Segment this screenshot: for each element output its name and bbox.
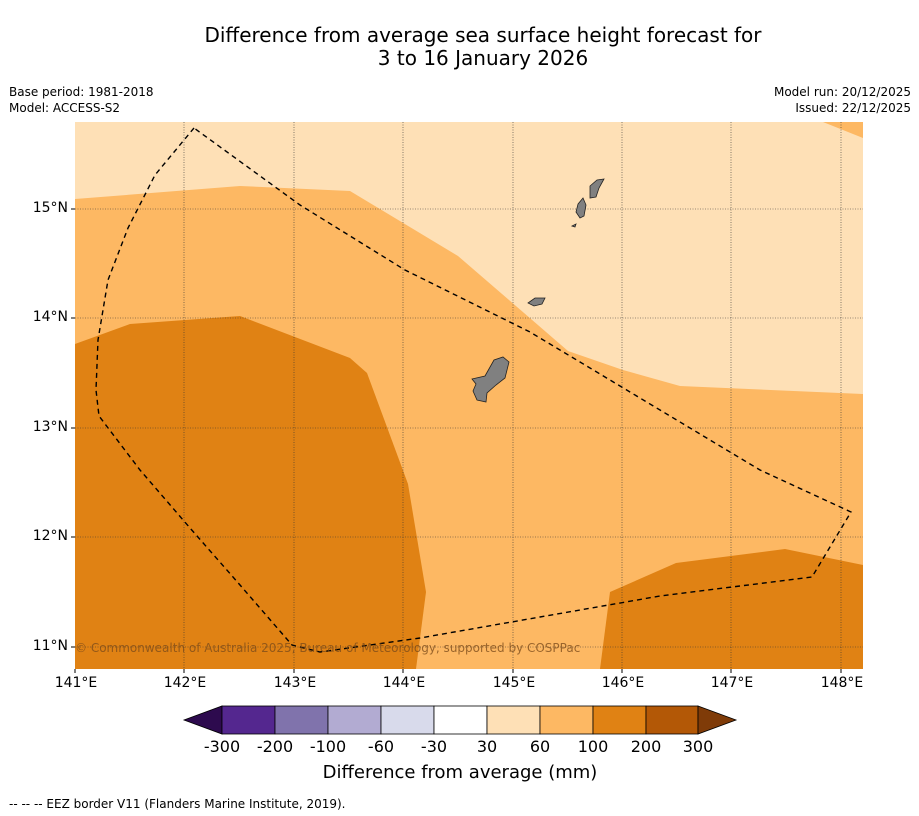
colorbar-tick: 60 (529, 737, 551, 756)
band-100-200-west (75, 316, 426, 669)
meta-right: Model run: 20/12/2025 Issued: 22/12/2025 (774, 84, 911, 116)
guam-island (471, 356, 510, 403)
meta-left: Base period: 1981-2018 Model: ACCESS-S2 (9, 84, 154, 116)
aguijan-island (570, 223, 577, 228)
colorbar-tick: -60 (367, 737, 395, 756)
colorbar-title: Difference from average (mm) (322, 762, 598, 783)
lat-label-15n: 15°N (32, 200, 68, 216)
colorbar-segment-2 (274, 705, 329, 735)
colorbar-tick: -200 (256, 737, 294, 756)
copyright-notice: © Commonwealth of Australia 2025, Bureau… (75, 641, 581, 655)
colorbar-segment-4 (380, 705, 435, 735)
colorbar-extend-high (697, 705, 738, 735)
issued-date: Issued: 22/12/2025 (795, 101, 911, 115)
rota-island (527, 297, 546, 307)
colorbar-segment-6 (486, 705, 541, 735)
colorbar-tick: -100 (309, 737, 347, 756)
band-100-200-southeast (600, 549, 863, 669)
colorbar-tick: 30 (476, 737, 498, 756)
colorbar-segment-8 (592, 705, 647, 735)
colorbar-tick: 100 (577, 737, 609, 756)
lon-label-141e: 141°E (54, 675, 98, 691)
colorbar-segment-7 (539, 705, 594, 735)
graticule (75, 122, 863, 669)
colorbar-extend-low (182, 705, 223, 735)
lat-label-11n: 11°N (32, 638, 68, 654)
colorbar (182, 705, 738, 735)
land (471, 178, 605, 403)
lat-label-14n: 14°N (32, 309, 68, 325)
eez-legend: -- -- -- EEZ border V11 (Flanders Marine… (9, 797, 346, 811)
tinian-island (575, 197, 587, 219)
base-period: Base period: 1981-2018 (9, 85, 154, 99)
lon-label-144e: 144°E (382, 675, 426, 691)
lat-label-13n: 13°N (32, 419, 68, 435)
lon-label-147e: 147°E (710, 675, 754, 691)
band-60-100-corner (823, 122, 863, 138)
colorbar-segment-1 (221, 705, 276, 735)
lon-label-142e: 142°E (163, 675, 207, 691)
model-run: Model run: 20/12/2025 (773, 85, 911, 99)
saipan-island (589, 178, 605, 199)
colorbar-segment-3 (327, 705, 382, 735)
colorbar-tick: 300 (682, 737, 714, 756)
model-name: Model: ACCESS-S2 (9, 101, 121, 115)
lon-label-145e: 145°E (492, 675, 536, 691)
lon-label-146e: 146°E (601, 675, 645, 691)
lat-label-12n: 12°N (32, 528, 68, 544)
colorbar-tick: -30 (420, 737, 448, 756)
title-line-2: 3 to 16 January 2026 (377, 46, 589, 70)
lon-label-148e: 148°E (820, 675, 864, 691)
colorbar-tick: -300 (203, 737, 241, 756)
colorbar-tick: 200 (630, 737, 662, 756)
colorbar-segment-5 (433, 705, 488, 735)
lon-label-143e: 143°E (273, 675, 317, 691)
eez-border (95, 127, 853, 653)
title-line-1: Difference from average sea surface heig… (204, 23, 762, 47)
colorbar-segment-9 (645, 705, 699, 735)
